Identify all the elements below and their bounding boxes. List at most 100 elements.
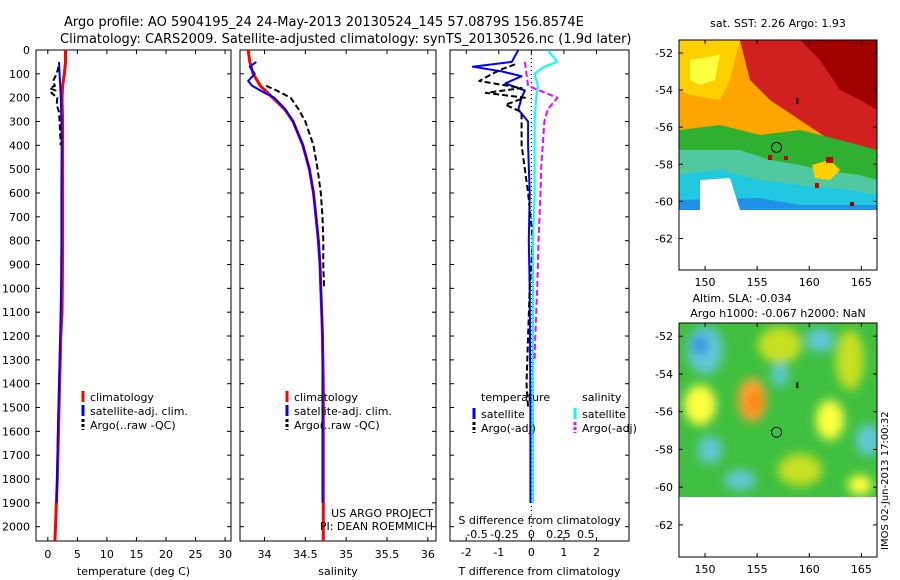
sst-axes-ytick-label: -56 — [655, 121, 673, 134]
sst-axes-ytick-label: -60 — [655, 195, 673, 208]
sst-axes-xtick-label: 160 — [799, 276, 820, 289]
difference-series-salinity_argo — [523, 61, 559, 360]
sla-axes-xtick-label: 160 — [799, 563, 820, 576]
temperature-ytick-label: 500 — [9, 163, 30, 176]
difference-xlabel: T difference from climatology — [458, 565, 621, 578]
difference-legend-salinity-label: satellite — [582, 408, 626, 421]
salinity-plot-frame — [239, 49, 437, 542]
sla-axes-xtick-label: 155 — [747, 563, 768, 576]
difference-series-group — [471, 50, 559, 503]
temperature-xtick-label: 0 — [44, 548, 51, 561]
sla-map-nodata — [679, 497, 877, 557]
difference-xtick-label: 1 — [560, 546, 567, 559]
difference-legend-temperature-label: Argo(-adj) — [481, 422, 536, 435]
sst-map-field — [679, 40, 877, 210]
salinity-panel: 34 34.5 35 35.5 36 salinity climatologysatelli… — [239, 49, 437, 578]
temperature-ytick-label: 900 — [9, 259, 30, 272]
temperature-ytick-label: 200 — [9, 92, 30, 105]
sst-map-title: sat. SST: 2.26 Argo: 1.93 — [710, 17, 846, 30]
sst-map-frame — [678, 39, 878, 271]
temperature-ytick-label: 400 — [9, 139, 30, 152]
sla-map-field — [684, 326, 877, 495]
difference-series-salinity_satellite — [532, 50, 559, 503]
salinity-xtick-label: 34.5 — [293, 548, 318, 561]
temperature-ytick-label: 1500 — [2, 402, 30, 415]
temperature-series-satellite — [55, 61, 63, 503]
sst-axes-ytick-label: -62 — [655, 232, 673, 245]
temperature-ytick-label: 1400 — [2, 378, 30, 391]
salinity-annotation-line: PI: DEAN ROEMMICH — [320, 520, 433, 533]
difference-xtick-label: 2 — [593, 546, 600, 559]
sst-axes-xtick-label: 155 — [747, 276, 768, 289]
temperature-ytick-label: 1200 — [2, 330, 30, 343]
temperature-ytick-label: 100 — [9, 68, 30, 81]
temperature-xtick-label: 15 — [129, 548, 143, 561]
temperature-ytick-label: 800 — [9, 235, 30, 248]
sla-map-title-line1: Altim. SLA: -0.034 — [692, 292, 791, 305]
temperature-ytick-label: 1000 — [2, 282, 30, 295]
temperature-xtick-label: 30 — [218, 548, 232, 561]
difference-xtick-label: -1 — [493, 546, 504, 559]
sla-map-title-line2: Argo h1000: -0.067 h2000: NaN — [690, 307, 866, 320]
salinity-series-group — [246, 50, 326, 541]
difference-legend-salinity-title: salinity — [582, 391, 622, 404]
sla-axes-ytick-label: -52 — [655, 330, 673, 343]
temperature-ytick-label: 0 — [23, 44, 30, 57]
temperature-panel: 0100200300400500600700800900100011001200… — [2, 44, 232, 578]
sla-axes-float-mark — [796, 382, 799, 389]
salinity-xtick-label: 34 — [258, 548, 272, 561]
sst-map — [679, 40, 877, 270]
salinity-annotation-line: US ARGO PROJECT — [331, 507, 433, 520]
sst-axes-xtick-label: 165 — [851, 276, 872, 289]
salinity-legend-label-climatology: climatology — [294, 391, 358, 404]
temperature-ytick-label: 700 — [9, 211, 30, 224]
sla-axes-ytick-label: -62 — [655, 519, 673, 532]
sla-axes-ytick-label: -60 — [655, 481, 673, 494]
sla-axes-xtick-label: 165 — [851, 563, 872, 576]
salinity-legend-label-satellite: satellite-adj. clim. — [294, 405, 392, 418]
sla-axes-ytick-label: -58 — [655, 443, 673, 456]
difference-xtick-label: 0 — [528, 546, 535, 559]
sst-axes-float-mark — [796, 98, 799, 105]
salinity-series-satellite — [247, 61, 324, 503]
difference-xtick2-label: 0.25 — [546, 528, 571, 541]
figure-title-line1: Argo profile: AO 5904195_24 24-May-2013 … — [64, 15, 584, 30]
temperature-xtick-label: 25 — [189, 548, 203, 561]
temperature-legend-label-satellite: satellite-adj. clim. — [90, 405, 188, 418]
sla-axes-ytick-label: -56 — [655, 406, 673, 419]
sst-profile-marker — [771, 98, 799, 153]
difference-xtick-label: -2 — [461, 546, 472, 559]
sst-axes-ytick-label: -54 — [655, 84, 673, 97]
sla-map-axes: 150 155 160 165 -52 -54 -56 -58 -60 -62 — [655, 323, 877, 576]
salinity-xlabel: salinity — [318, 565, 358, 578]
temperature-xtick-label: 10 — [100, 548, 114, 561]
temperature-ytick-label: 1100 — [2, 306, 30, 319]
difference-series-argo — [478, 63, 534, 408]
sst-axes-ytick-label: -58 — [655, 158, 673, 171]
temperature-xtick-label: 20 — [159, 548, 173, 561]
sla-axes-profile-circle — [771, 426, 783, 438]
difference-plot-frame — [449, 49, 630, 542]
sst-axes-ytick-label: -52 — [655, 47, 673, 60]
temperature-xlabel: temperature (deg C) — [77, 565, 190, 578]
temperature-series-group — [48, 50, 67, 541]
difference-xtick2-label: 0.5 — [577, 528, 595, 541]
temperature-ytick-label: 300 — [9, 116, 30, 129]
difference-xlabel2: S difference from climatology — [458, 514, 621, 527]
difference-xtick2-label: -0.5 — [466, 528, 487, 541]
difference-legend-temperature-label: satellite — [481, 408, 525, 421]
sst-axes-xtick-label: 150 — [695, 276, 716, 289]
figure-title-line2: Climatology: CARS2009. Satellite-adjuste… — [60, 32, 632, 47]
sla-map-footer: IMOS 02-Jun-2013 17:00:32 — [880, 411, 891, 550]
temperature-ytick-label: 1300 — [2, 354, 30, 367]
difference-series-satellite — [471, 50, 532, 503]
salinity-xtick-label: 35.5 — [375, 548, 400, 561]
difference-legend-salinity-label: Argo(-adj) — [582, 422, 637, 435]
sla-map-frame — [678, 322, 878, 558]
sla-axes-ytick-label: -54 — [655, 368, 673, 381]
salinity-xtick-label: 36 — [421, 548, 435, 561]
temperature-ytick-label: 2000 — [2, 521, 30, 534]
sst-map-axes: 150 155 160 165 -52 -54 -56 -58 -60 -62 — [655, 40, 877, 289]
